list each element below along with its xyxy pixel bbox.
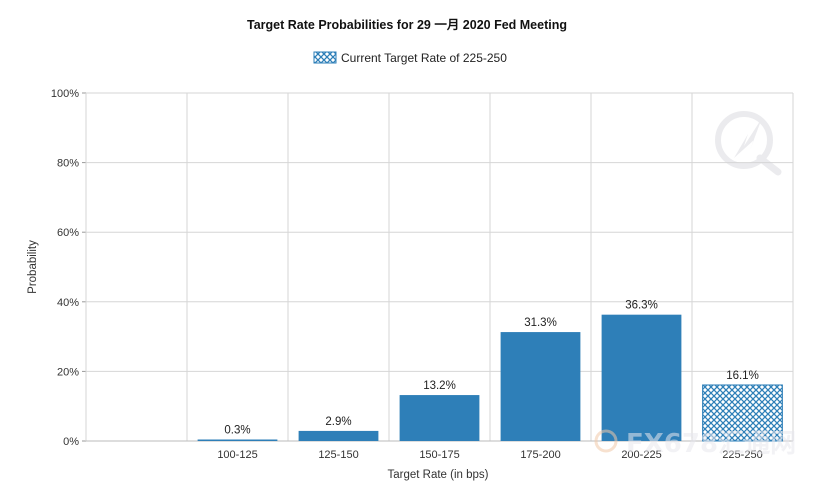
- bar: [197, 439, 278, 441]
- legend-label: Current Target Rate of 225-250: [341, 51, 507, 65]
- data-label: 36.3%: [625, 300, 658, 312]
- data-labels: 0.3% 2.9% 13.2% 31.3% 36.3% 16.1%: [224, 300, 758, 437]
- x-axis-label: Target Rate (in bps): [388, 469, 489, 481]
- data-label: 13.2%: [423, 380, 456, 392]
- y-tick-label: 20%: [57, 366, 79, 378]
- legend-swatch: [313, 51, 337, 64]
- x-tick-label: 100-125: [217, 449, 257, 461]
- data-label: 2.9%: [325, 416, 351, 428]
- y-tick-label: 80%: [57, 158, 79, 170]
- y-axis-label: Probability: [27, 240, 39, 294]
- x-tick-label: 200-225: [621, 449, 661, 461]
- bar: [601, 314, 682, 441]
- y-tick-label: 100%: [51, 88, 79, 100]
- bar-current-target: [702, 384, 783, 442]
- watermark: FX678汇通网: [594, 429, 796, 459]
- x-tick-label: 150-175: [419, 449, 459, 461]
- data-label: 0.3%: [224, 425, 250, 437]
- legend: Current Target Rate of 225-250: [313, 51, 507, 65]
- y-tick-label: 0%: [63, 436, 79, 448]
- y-tick-label: 60%: [57, 227, 79, 239]
- bars: [197, 314, 783, 442]
- x-tick-label: 125-150: [318, 449, 358, 461]
- data-label: 16.1%: [726, 370, 759, 382]
- x-tick-label: 175-200: [520, 449, 560, 461]
- data-label: 31.3%: [524, 317, 557, 329]
- watermark-logo-icon: [715, 111, 782, 176]
- watermark-text: FX678汇通网: [626, 429, 796, 459]
- bar: [399, 395, 480, 441]
- y-tick-label: 40%: [57, 297, 79, 309]
- y-tick-labels: 0% 20% 40% 60% 80% 100%: [51, 88, 79, 448]
- x-tick-labels: 100-125 125-150 150-175 175-200 200-225 225-2…: [217, 449, 762, 461]
- bar: [298, 430, 379, 441]
- chart-title: Target Rate Probabilities for 29 一月 2020…: [247, 18, 567, 32]
- x-tick-label: 225-250: [722, 449, 762, 461]
- bar: [500, 332, 581, 441]
